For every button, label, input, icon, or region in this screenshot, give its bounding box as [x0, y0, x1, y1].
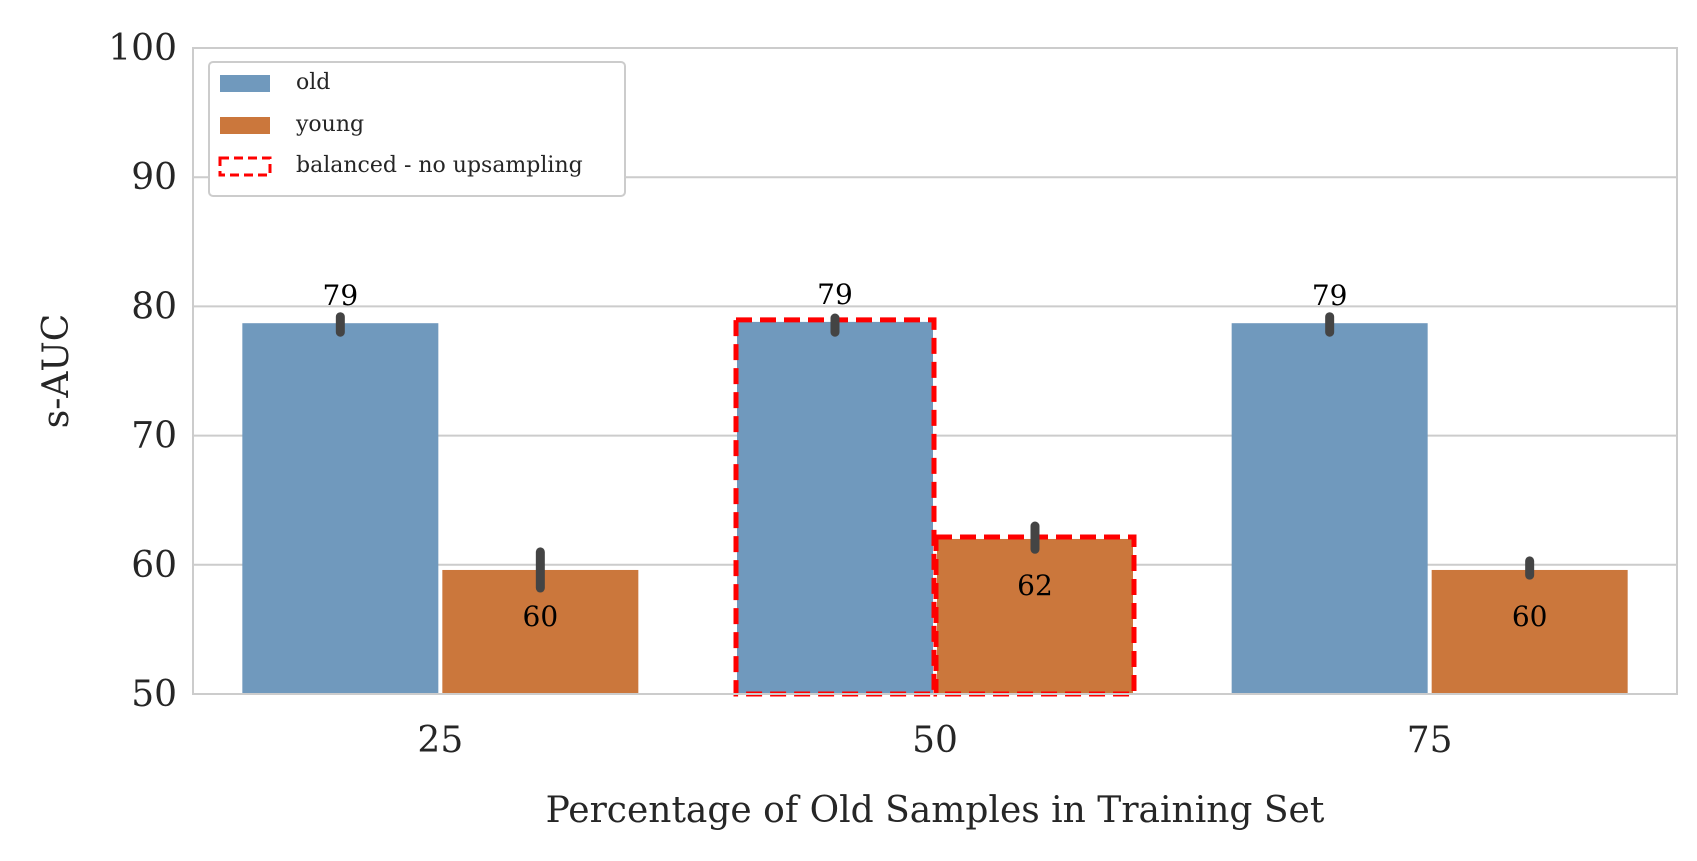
x-tick-label-75: 75 [1407, 720, 1453, 761]
plot-frame [192, 47, 1678, 695]
legend-label-old: old [296, 70, 330, 95]
x-axis-label: Percentage of Old Samples in Training Se… [546, 790, 1325, 831]
x-tick-label-50: 50 [912, 720, 958, 761]
error-bars [335, 312, 1535, 593]
data-label-old-50: 79 [817, 278, 853, 311]
y-tick-label-70: 70 [131, 416, 177, 457]
legend-swatch-young [220, 117, 270, 134]
y-tick-label-90: 90 [131, 157, 177, 198]
legend-label-young: young [295, 112, 364, 137]
bar-young-75 [1431, 569, 1628, 694]
bar-old-75 [1231, 323, 1428, 694]
data-label-young-50: 62 [1017, 569, 1053, 602]
x-tick-labels: 25 50 75 [417, 720, 1452, 761]
y-tick-labels: 50 60 70 80 90 100 [108, 28, 177, 715]
legend: old young balanced - no upsampling [208, 61, 626, 197]
bar-old-50 [737, 321, 933, 694]
y-tick-label-80: 80 [131, 286, 177, 327]
y-tick-label-100: 100 [108, 28, 177, 69]
y-tick-label-60: 60 [131, 545, 177, 586]
legend-frame [208, 61, 626, 197]
data-labels: 79 60 79 62 79 60 [323, 278, 1548, 633]
y-axis-label: s-AUC [36, 314, 77, 429]
y-tick-label-50: 50 [131, 674, 177, 715]
bar-old-25 [242, 323, 439, 694]
legend-swatch-balanced [218, 156, 272, 177]
bar-young-50 [937, 538, 1133, 694]
data-label-young-75: 60 [1512, 600, 1548, 633]
legend-swatch-old [220, 75, 270, 92]
data-label-young-25: 60 [523, 600, 559, 633]
legend-label-balanced: balanced - no upsampling [296, 153, 583, 178]
data-label-old-75: 79 [1312, 279, 1348, 312]
x-tick-label-25: 25 [417, 720, 463, 761]
data-label-old-25: 79 [323, 279, 359, 312]
bars [242, 321, 1628, 694]
